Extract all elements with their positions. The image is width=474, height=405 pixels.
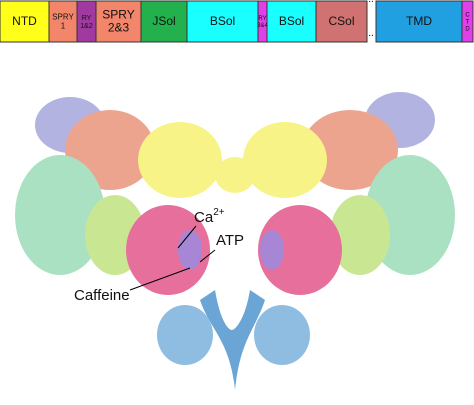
structure-blob xyxy=(138,122,222,198)
domain-label: RY xyxy=(82,15,92,22)
domain-box xyxy=(95,0,142,43)
domain-label: 1 xyxy=(61,22,66,31)
domain-label: SPRY xyxy=(102,8,134,22)
structure-blob xyxy=(330,195,390,275)
domain-box xyxy=(266,0,317,43)
domain-box xyxy=(375,0,463,43)
domain-label: 2&3 xyxy=(108,21,130,35)
domain-label: BSol xyxy=(210,14,235,28)
structure xyxy=(15,92,455,390)
domain-box xyxy=(140,0,188,43)
annotations: Ca2+ ATP Caffeine xyxy=(74,207,244,304)
domain-label: C xyxy=(465,13,470,19)
domain-label: TMD xyxy=(406,14,432,28)
domain-box xyxy=(461,0,474,43)
gap-mark: .. xyxy=(368,28,374,39)
structure-blob xyxy=(243,122,327,198)
domain-label: NTD xyxy=(12,14,37,28)
domain-label: 1&2 xyxy=(80,23,93,30)
structure-blob xyxy=(157,305,213,365)
domain-box xyxy=(315,0,368,43)
domain-box xyxy=(48,0,78,43)
pointer xyxy=(177,225,197,249)
domain-label: JSol xyxy=(152,14,175,28)
calcium-charge: 2+ xyxy=(213,207,225,218)
structure-blob xyxy=(302,110,398,190)
structure-blob xyxy=(178,230,202,270)
domain-label: BSol xyxy=(279,14,304,28)
domain-label: SPRY xyxy=(52,13,74,22)
structure-blob xyxy=(200,290,265,390)
domain-bar xyxy=(0,0,474,43)
calcium-label: Ca2+ xyxy=(194,207,225,226)
structure-blob xyxy=(215,157,255,193)
pointer xyxy=(129,267,191,291)
domain-label: 3&4 xyxy=(257,23,268,29)
structure-blob xyxy=(254,305,310,365)
domain-box xyxy=(186,0,259,43)
atp-label: ATP xyxy=(216,232,244,249)
domain-label: D xyxy=(465,27,470,33)
structure-blob xyxy=(260,230,284,270)
pointer xyxy=(199,249,216,263)
domain-label: CSol xyxy=(328,14,354,28)
structure-blob xyxy=(258,205,342,295)
domain-label: T xyxy=(466,20,470,26)
gap-mark: .. xyxy=(368,0,374,5)
calcium-text: Ca xyxy=(194,209,214,226)
structure-blob xyxy=(126,205,210,295)
structure-blob xyxy=(15,155,105,275)
domain-label: RY xyxy=(258,16,266,22)
caffeine-label: Caffeine xyxy=(74,287,130,304)
